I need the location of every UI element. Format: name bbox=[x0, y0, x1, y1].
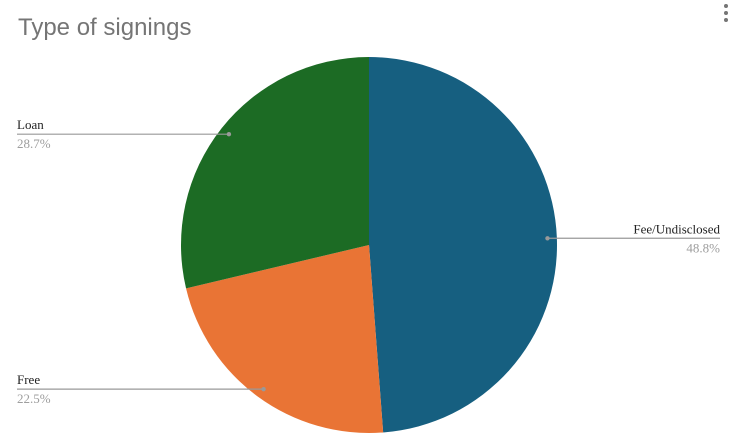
slice-percent: 48.8% bbox=[686, 240, 720, 255]
menu-dot bbox=[724, 18, 728, 22]
pie-slice bbox=[369, 57, 558, 433]
menu-button[interactable] bbox=[724, 4, 728, 22]
menu-dot bbox=[724, 4, 728, 8]
chart-title: Type of signings bbox=[18, 14, 191, 41]
slice-percent: 28.7% bbox=[17, 136, 51, 151]
leader-dot bbox=[226, 132, 232, 137]
pie-slice bbox=[180, 57, 369, 289]
slice-percent: 22.5% bbox=[17, 391, 51, 406]
slice-label: Fee/Undisclosed bbox=[633, 221, 720, 236]
leader-dot bbox=[545, 236, 550, 241]
leader-dot bbox=[261, 386, 266, 392]
pie-slice bbox=[186, 245, 384, 433]
slice-label: Free bbox=[17, 372, 40, 387]
menu-dot bbox=[724, 11, 728, 15]
slice-label: Loan bbox=[17, 117, 44, 132]
